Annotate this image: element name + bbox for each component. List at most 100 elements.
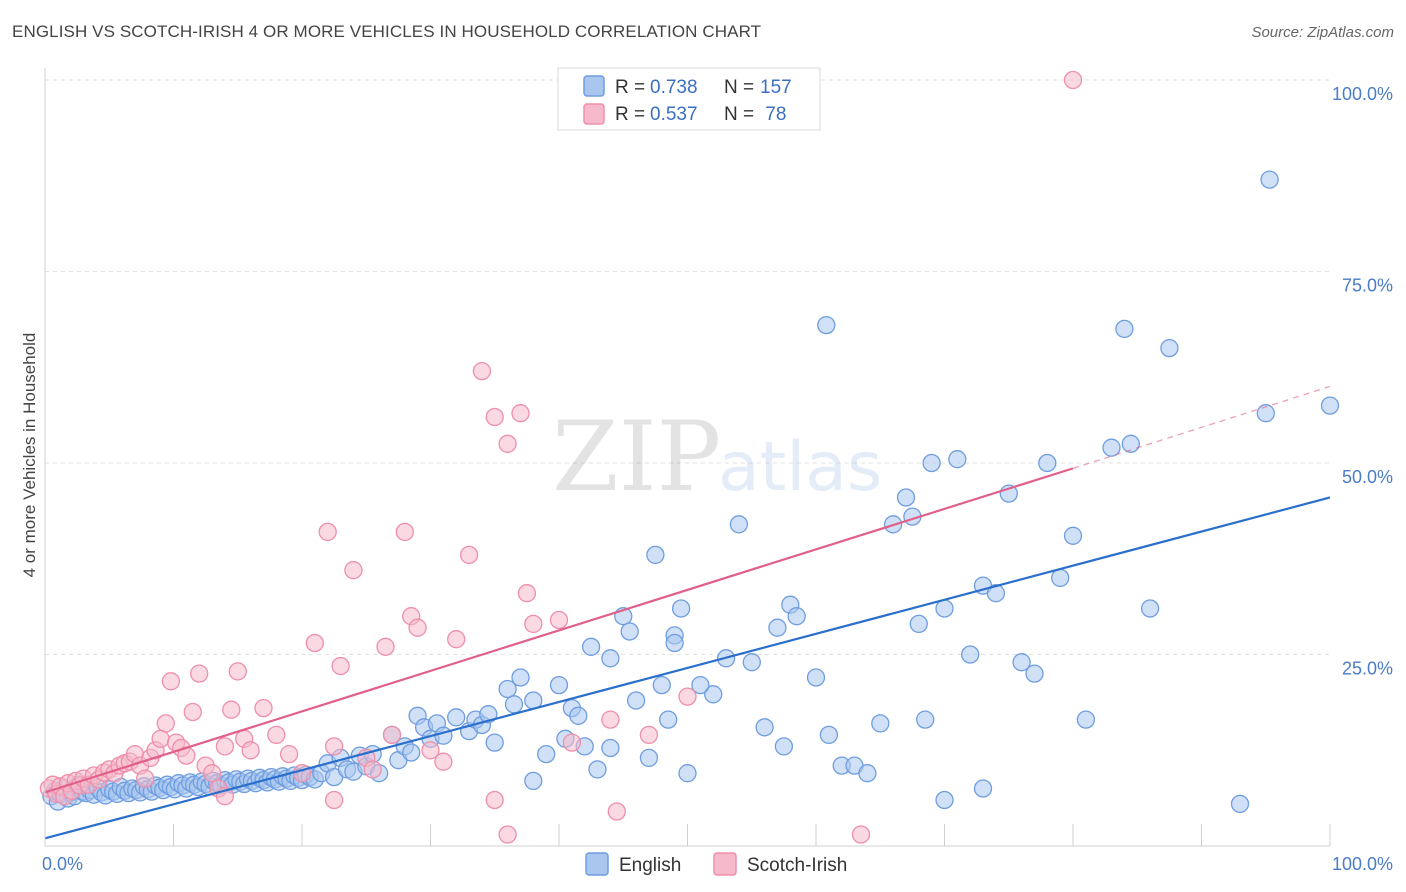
bottom-legend-label-english: English (619, 855, 681, 876)
source-note: Source: ZipAtlas.com (1251, 24, 1394, 41)
point-scotch-irish-40 (254, 698, 273, 718)
point-english-89 (447, 708, 466, 727)
point-scotch-irish-33 (202, 764, 222, 783)
point-english-165 (646, 545, 665, 565)
point-scotch-irish-35 (215, 737, 235, 756)
point-english-100 (549, 675, 569, 695)
point-scotch-irish-66 (549, 610, 569, 630)
axis-layer: 25.0% 50.0% 75.0% 100.0% 0.0% 100.0% (42, 68, 1393, 874)
point-scotch-irish-69 (639, 725, 659, 745)
point-english-141 (1012, 653, 1031, 672)
bottom-legend-label-scotch-irish: Scotch-Irish (747, 855, 847, 876)
point-english-94 (485, 733, 504, 752)
point-scotch-irish-51 (376, 637, 395, 656)
point-english-154 (1320, 396, 1340, 415)
point-english-110 (652, 675, 671, 695)
point-scotch-irish-43 (292, 764, 312, 783)
point-english-135 (935, 599, 954, 618)
legend-r-value-scotch-irish: 0.537 (650, 104, 698, 125)
point-english-159 (524, 771, 543, 791)
point-scotch-irish-70 (678, 687, 697, 706)
point-scotch-irish-57 (434, 752, 453, 771)
point-scotch-irish-75 (485, 790, 504, 810)
point-scotch-irish-71 (851, 825, 871, 844)
point-scotch-irish-39 (241, 741, 260, 760)
point-scotch-irish-31 (190, 664, 209, 683)
point-english-132 (909, 614, 928, 634)
legend-n-value-english: 157 (760, 77, 792, 98)
trend-line-scotch-irish-extension (1072, 385, 1331, 469)
point-scotch-irish-44 (305, 633, 324, 653)
point-english-150 (817, 315, 836, 335)
point-english-147 (1102, 438, 1121, 457)
point-english-158 (935, 790, 954, 810)
point-english-149 (1140, 599, 1160, 618)
point-english-156 (1230, 794, 1250, 814)
point-english-142 (1025, 664, 1044, 683)
point-english-162 (601, 738, 620, 758)
point-english-83 (402, 743, 421, 762)
point-english-161 (691, 675, 710, 695)
point-english-163 (569, 706, 588, 725)
bottom-legend-swatch-english (585, 852, 609, 876)
point-english-151 (1115, 319, 1134, 339)
point-english-148 (1121, 434, 1140, 453)
bottom-legend: English Scotch-Irish (585, 852, 847, 876)
y-tick-label-0: 25.0% (1342, 659, 1393, 679)
point-scotch-irish-36 (222, 700, 241, 719)
point-english-128 (871, 714, 890, 733)
watermark-zip: ZIP (552, 401, 721, 513)
chart-title: ENGLISH VS SCOTCH-IRISH 4 OR MORE VEHICL… (12, 22, 762, 41)
point-english-166 (774, 737, 794, 756)
point-english-111 (659, 710, 678, 729)
legend-r-label-scotch-irish: R = (615, 104, 650, 125)
point-scotch-irish-76 (324, 790, 344, 810)
legend-n-label-scotch-irish: N = (724, 104, 759, 125)
point-scotch-irish-50 (363, 760, 382, 779)
point-scotch-irish-45 (318, 522, 337, 542)
point-english-134 (922, 453, 941, 473)
point-english-144 (1051, 568, 1070, 588)
point-english-104 (588, 760, 607, 779)
point-scotch-irish-24 (151, 729, 170, 748)
point-scotch-irish-63 (511, 404, 530, 423)
point-english-113 (671, 599, 691, 618)
point-english-133 (916, 710, 935, 729)
trend-line-scotch-irish (44, 467, 1074, 794)
point-scotch-irish-62 (498, 434, 517, 453)
legend-n-value-scotch-irish: 78 (760, 104, 786, 125)
point-english-137 (961, 645, 980, 664)
legend: R = 0.738 N = 157 R = 0.537 N = 78 (557, 67, 821, 131)
point-english-105 (601, 649, 620, 668)
point-english-109 (639, 748, 659, 768)
point-english-124 (819, 725, 839, 745)
point-english-164 (581, 637, 601, 656)
point-english-157 (973, 779, 993, 798)
point-english-152 (1160, 338, 1179, 358)
point-scotch-irish-21 (136, 769, 155, 788)
legend-n-label-english: N = (724, 77, 759, 98)
point-english-153 (1256, 404, 1275, 423)
watermark-atlas: atlas (718, 428, 882, 507)
point-scotch-irish-67 (562, 733, 582, 752)
point-english-155 (1260, 170, 1279, 189)
legend-r-label-english: R = (615, 77, 650, 98)
point-english-107 (620, 622, 639, 641)
watermark: ZIP atlas (552, 401, 882, 513)
bottom-legend-swatch-scotch-irish (713, 852, 737, 876)
x-tick-label-0: 0.0% (42, 854, 83, 874)
point-scotch-irish-74 (607, 802, 626, 821)
trend-layer (44, 385, 1331, 840)
point-english-160 (665, 633, 684, 653)
legend-swatch-english (583, 75, 605, 97)
point-english-139 (986, 584, 1006, 603)
point-scotch-irish-25 (156, 714, 175, 733)
point-scotch-irish-55 (408, 618, 427, 637)
point-english-130 (896, 488, 916, 507)
trend-line-english (44, 496, 1331, 840)
point-english-115 (704, 685, 723, 704)
points-layer (39, 70, 1340, 844)
point-scotch-irish-64 (517, 584, 537, 603)
point-english-119 (755, 718, 774, 737)
